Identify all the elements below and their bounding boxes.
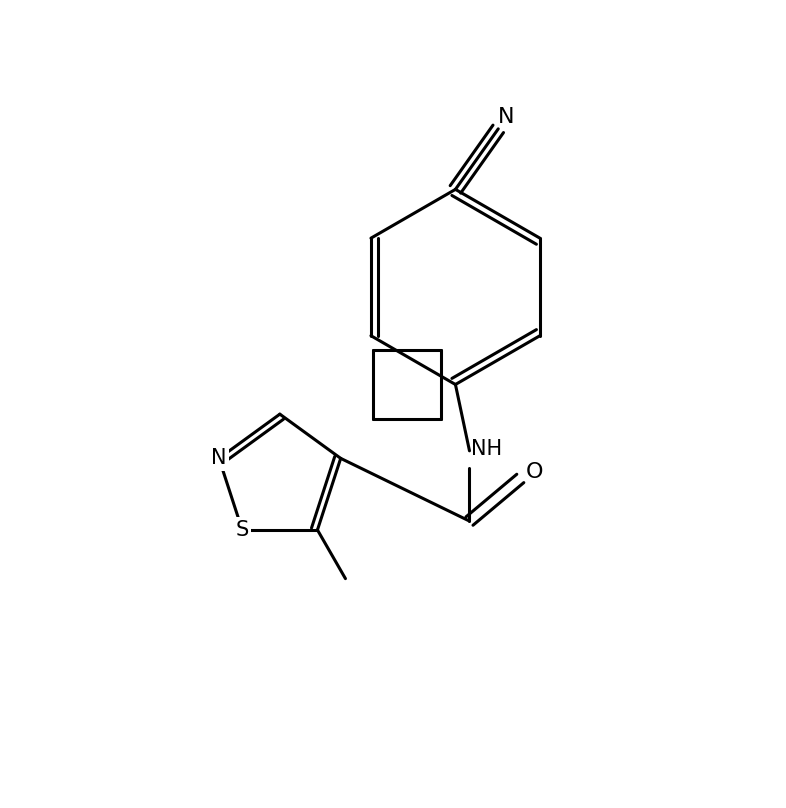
Text: O: O — [526, 462, 543, 482]
Text: S: S — [236, 520, 249, 540]
Text: N: N — [498, 107, 515, 128]
Text: NH: NH — [471, 440, 502, 459]
Text: N: N — [211, 448, 226, 469]
